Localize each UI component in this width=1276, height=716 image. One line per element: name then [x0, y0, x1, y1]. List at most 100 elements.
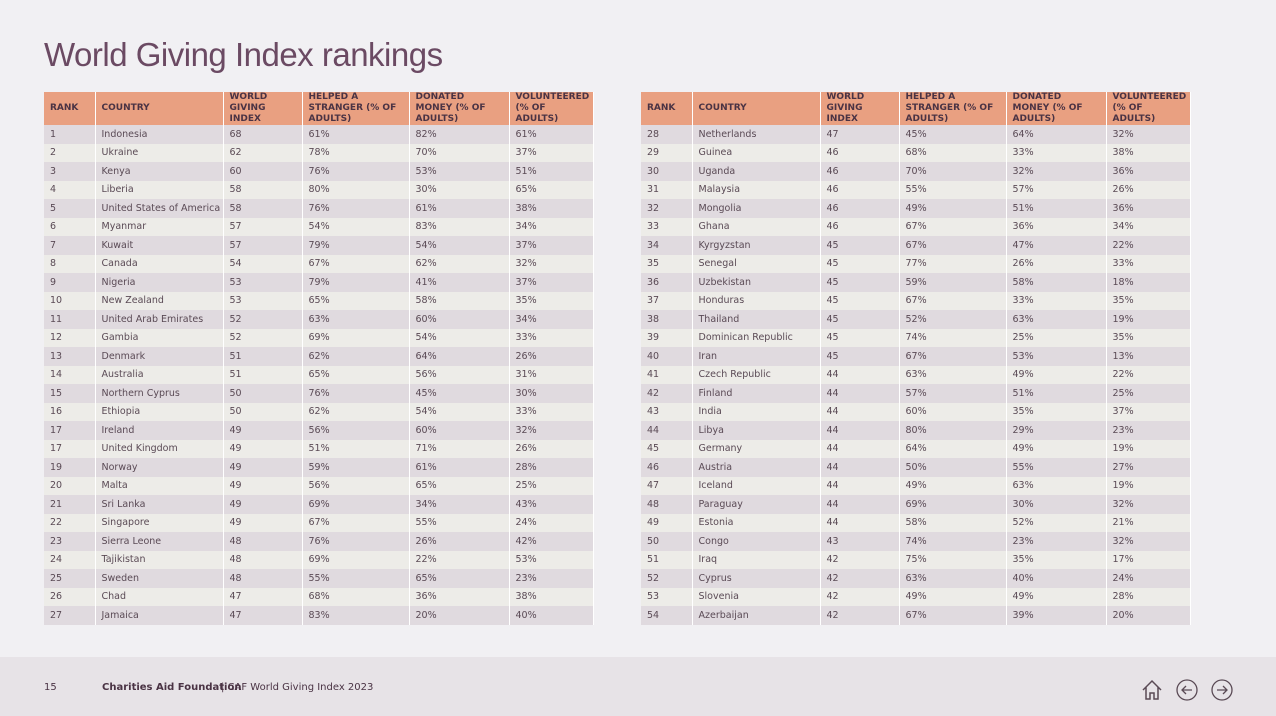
table-cell: 37%	[509, 236, 594, 255]
table-cell: Honduras	[692, 291, 821, 310]
table-cell: 38%	[509, 587, 594, 606]
table-cell: 30%	[1006, 495, 1107, 514]
table-cell: 15	[44, 384, 96, 403]
table-cell: 49	[223, 421, 303, 440]
table-cell: 39	[641, 328, 693, 347]
table-cell: 38%	[509, 199, 594, 218]
back-button[interactable]	[1175, 678, 1199, 702]
table-cell: 42	[820, 606, 900, 625]
table-cell: 65%	[302, 291, 410, 310]
table-cell: 57	[223, 236, 303, 255]
table-cell: 13	[44, 347, 96, 366]
table-cell: 33%	[509, 402, 594, 421]
table-cell: 57	[223, 217, 303, 236]
table-cell: Senegal	[692, 254, 821, 273]
table-cell: 36%	[1006, 217, 1107, 236]
table-cell: 49%	[899, 199, 1007, 218]
table-cell: 37	[641, 291, 693, 310]
table-cell: 49%	[1006, 365, 1107, 384]
table-cell: 50	[223, 402, 303, 421]
table-cell: 21	[44, 495, 96, 514]
table-row: 8 Canada 54 67% 62% 32%	[44, 254, 594, 273]
table-cell: 53%	[509, 550, 594, 569]
table-cell: 49	[223, 458, 303, 477]
table-cell: 19%	[1106, 310, 1191, 329]
table-cell: 71%	[409, 439, 510, 458]
table-cell: 40	[641, 347, 693, 366]
table-cell: 30%	[409, 180, 510, 199]
table-cell: 51%	[509, 162, 594, 181]
table-row: 45 Germany 44 64% 49% 19%	[641, 439, 1191, 458]
table-cell: 61%	[409, 199, 510, 218]
table-cell: 45	[820, 328, 900, 347]
table-cell: 19%	[1106, 476, 1191, 495]
table-cell: 39%	[1006, 606, 1107, 625]
table-cell: 54%	[409, 328, 510, 347]
table-cell: Malta	[95, 476, 224, 495]
table-cell: 52	[641, 569, 693, 588]
table-cell: 53	[223, 291, 303, 310]
table-cell: 55%	[409, 513, 510, 532]
table-row: 30 Uganda 46 70% 32% 36%	[641, 162, 1191, 181]
table-cell: 58%	[1006, 273, 1107, 292]
table-cell: 6	[44, 217, 96, 236]
table-cell: Australia	[95, 365, 224, 384]
table-cell: Netherlands	[692, 125, 821, 144]
table-row: 20 Malta 49 56% 65% 25%	[44, 476, 594, 495]
table-cell: 76%	[302, 532, 410, 551]
table-cell: 69%	[302, 550, 410, 569]
column-header: COUNTRY	[692, 92, 821, 125]
table-cell: 10	[44, 291, 96, 310]
table-cell: Iraq	[692, 550, 821, 569]
table-cell: 50	[641, 532, 693, 551]
table-cell: 44	[820, 495, 900, 514]
table-cell: 55%	[899, 180, 1007, 199]
table-cell: 79%	[302, 273, 410, 292]
table-row: 14 Australia 51 65% 56% 31%	[44, 365, 594, 384]
ranking-table: RANK COUNTRY WORLD GIVING INDEX HELPED A ST…	[641, 92, 1191, 625]
table-row: 13 Denmark 51 62% 64% 26%	[44, 347, 594, 366]
table-cell: 35%	[509, 291, 594, 310]
table-cell: 20	[44, 476, 96, 495]
table-cell: 34%	[509, 217, 594, 236]
table-cell: 26%	[409, 532, 510, 551]
table-row: 23 Sierra Leone 48 76% 26% 42%	[44, 532, 594, 551]
table-cell: 65%	[409, 476, 510, 495]
table-cell: 30%	[509, 384, 594, 403]
column-header: RANK	[641, 92, 693, 125]
table-cell: 43%	[509, 495, 594, 514]
table-cell: 44	[820, 421, 900, 440]
table-row: 38 Thailand 45 52% 63% 19%	[641, 310, 1191, 329]
table-cell: 60	[223, 162, 303, 181]
column-header: HELPED A STRANGER (% OF ADULTS)	[899, 92, 1007, 125]
forward-button[interactable]	[1210, 678, 1234, 702]
column-header: DONATED MONEY (% OF ADULTS)	[1006, 92, 1107, 125]
table-row: 26 Chad 47 68% 36% 38%	[44, 587, 594, 606]
table-cell: Congo	[692, 532, 821, 551]
home-button[interactable]	[1140, 678, 1164, 702]
table-cell: 54%	[409, 236, 510, 255]
table-row: 29 Guinea 46 68% 33% 38%	[641, 143, 1191, 162]
table-cell: Indonesia	[95, 125, 224, 144]
table-cell: 78%	[302, 143, 410, 162]
table-cell: Nigeria	[95, 273, 224, 292]
table-cell: Sweden	[95, 569, 224, 588]
table-cell: 76%	[302, 162, 410, 181]
table-row: 37 Honduras 45 67% 33% 35%	[641, 291, 1191, 310]
table-cell: 4	[44, 180, 96, 199]
table-cell: 62%	[302, 402, 410, 421]
table-cell: 11	[44, 310, 96, 329]
table-cell: 57%	[1006, 180, 1107, 199]
table-cell: 34	[641, 236, 693, 255]
table-row: 35 Senegal 45 77% 26% 33%	[641, 254, 1191, 273]
table-cell: 37%	[509, 143, 594, 162]
table-cell: 56%	[302, 421, 410, 440]
table-cell: 22%	[1106, 365, 1191, 384]
table-row: 10 New Zealand 53 65% 58% 35%	[44, 291, 594, 310]
table-cell: Norway	[95, 458, 224, 477]
table-cell: Ghana	[692, 217, 821, 236]
table-cell: United States of America	[95, 199, 224, 218]
table-row: 12 Gambia 52 69% 54% 33%	[44, 328, 594, 347]
table-cell: 65%	[409, 569, 510, 588]
table-cell: 68%	[899, 143, 1007, 162]
